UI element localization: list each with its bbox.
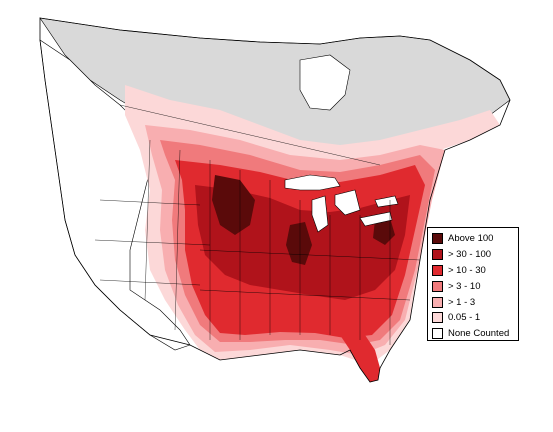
legend-label: > 3 - 10 <box>448 280 481 292</box>
legend-item: > 1 - 3 <box>432 294 518 310</box>
legend-label: 0.05 - 1 <box>448 312 481 324</box>
legend-swatch <box>432 280 443 292</box>
legend-swatch <box>432 296 443 308</box>
legend-label: Above 100 <box>448 233 494 245</box>
political-borders <box>94 104 421 345</box>
abundance-above-100-c <box>373 218 395 245</box>
legend-swatch <box>432 249 443 261</box>
legend-swatch <box>432 233 443 245</box>
legend-label: None Counted <box>448 328 510 340</box>
legend-item: > 3 - 10 <box>432 278 518 294</box>
florida <box>340 335 380 382</box>
coastline <box>39 17 511 383</box>
legend-item: > 10 - 30 <box>432 263 518 279</box>
legend-swatch <box>432 312 443 324</box>
legend-label: > 1 - 3 <box>448 296 476 308</box>
legend-label: > 10 - 30 <box>448 264 486 276</box>
legend-item: Above 100 <box>432 231 518 247</box>
legend-swatch <box>432 264 443 276</box>
legend-item: > 30 - 100 <box>432 247 518 263</box>
legend-item: 0.05 - 1 <box>432 310 518 326</box>
hudson-bay <box>299 54 351 111</box>
legend-item: None Counted <box>432 326 518 342</box>
legend-label: > 30 - 100 <box>448 249 492 261</box>
map-legend: Above 100 > 30 - 100 > 10 - 30 > 3 - 10 > 1 … <box>427 227 519 341</box>
abundance-above-100-a <box>212 175 255 235</box>
great-lakes <box>284 174 399 233</box>
legend-swatch <box>432 328 443 340</box>
